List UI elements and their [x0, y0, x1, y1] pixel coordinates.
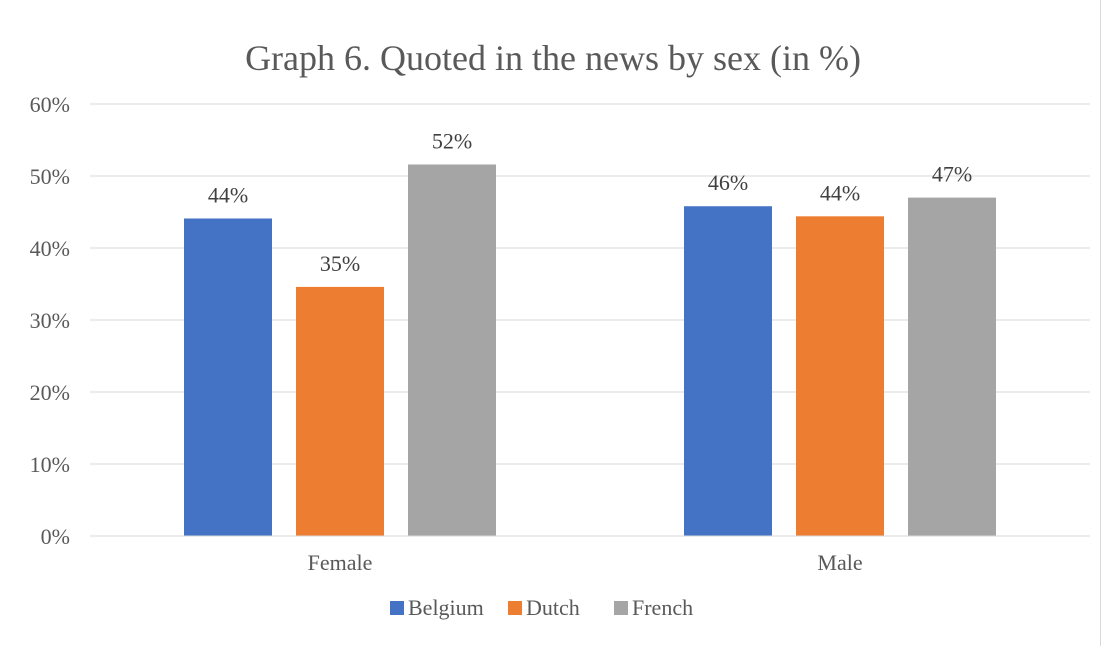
data-label: 52% — [432, 128, 472, 153]
data-labels: 44% 35% 52% 46% 44% 47% — [208, 128, 972, 275]
data-label: 47% — [932, 162, 972, 187]
bar-dutch — [796, 216, 884, 536]
y-tick-label: 60% — [30, 92, 70, 117]
bars — [184, 164, 996, 537]
bar-belgium — [184, 218, 272, 537]
y-tick-label: 10% — [30, 452, 70, 477]
data-label: 44% — [208, 182, 248, 207]
y-tick-label: 40% — [30, 236, 70, 261]
legend-label: French — [632, 595, 693, 620]
chart-title: Graph 6. Quoted in the news by sex (in %… — [245, 38, 861, 78]
x-axis: Female Male — [90, 535, 1090, 575]
bar-french — [908, 197, 996, 536]
x-category-label: Female — [308, 550, 373, 575]
data-label: 35% — [320, 251, 360, 276]
legend-label: Dutch — [526, 595, 580, 620]
legend: Belgium Dutch French — [390, 595, 693, 620]
y-tick-label: 20% — [30, 380, 70, 405]
y-tick-label: 50% — [30, 164, 70, 189]
legend-swatch-french — [614, 601, 628, 615]
y-tick-label: 0% — [41, 524, 70, 549]
bar-dutch — [296, 286, 384, 536]
data-label: 44% — [820, 180, 860, 205]
legend-swatch-dutch — [508, 601, 522, 615]
data-label: 46% — [708, 170, 748, 195]
bar-belgium — [684, 206, 772, 537]
legend-swatch-belgium — [390, 601, 404, 615]
x-category-label: Male — [817, 550, 862, 575]
bar-french — [408, 164, 496, 537]
y-tick-label: 30% — [30, 308, 70, 333]
y-axis-tick-labels: 0% 10% 20% 30% 40% 50% 60% — [30, 92, 70, 549]
legend-label: Belgium — [408, 595, 484, 620]
